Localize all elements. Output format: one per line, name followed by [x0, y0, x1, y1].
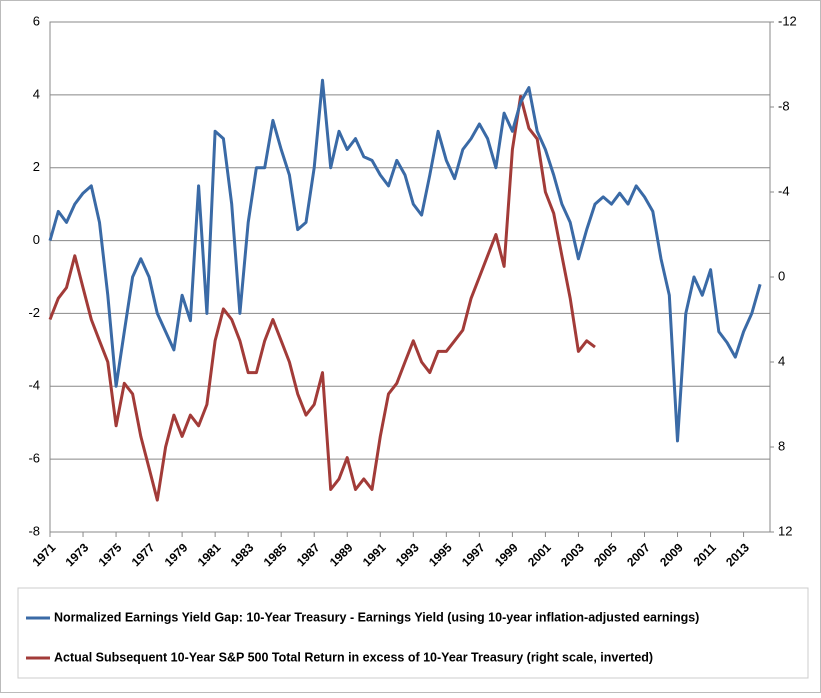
x-tick-label: 1983 — [228, 540, 257, 569]
y-tick-label: -8 — [28, 523, 40, 538]
x-tick-label: 1981 — [195, 540, 224, 569]
x-tick-label: 2005 — [591, 540, 620, 569]
legend-box — [17, 587, 809, 679]
y-tick-label: 4 — [33, 86, 40, 101]
x-tick-label: 1973 — [63, 540, 92, 569]
x-tick-label: 2009 — [657, 540, 686, 569]
x-tick-label: 1999 — [492, 540, 521, 569]
x-tick-label: 1979 — [162, 540, 191, 569]
y-tick-label: 0 — [33, 232, 40, 247]
y-tick-label: 6 — [33, 13, 40, 28]
series-line — [48, 94, 596, 502]
x-tick-label: 1977 — [129, 540, 158, 569]
x-tick-label: 2003 — [558, 540, 587, 569]
x-tick-label: 1997 — [459, 540, 488, 569]
y2-tick-label: 0 — [778, 268, 785, 283]
x-tick-label: 1989 — [327, 540, 356, 569]
y-tick-label: -6 — [28, 451, 40, 466]
y-tick-label: 2 — [33, 159, 40, 174]
x-tick-label: 1985 — [261, 540, 290, 569]
y-tick-label: -4 — [28, 378, 40, 393]
y2-tick-label: 4 — [778, 353, 785, 368]
y2-tick-label: 8 — [778, 438, 785, 453]
y2-tick-label: -8 — [778, 98, 790, 113]
x-tick-label: 1991 — [360, 540, 389, 569]
series-line — [48, 78, 762, 443]
x-tick-label: 2007 — [624, 540, 653, 569]
x-tick-label: 2013 — [723, 540, 752, 569]
y2-tick-label: -4 — [778, 183, 790, 198]
x-tick-label: 2011 — [691, 540, 720, 569]
y2-tick-label: 12 — [778, 523, 792, 538]
x-tick-label: 1971 — [30, 540, 59, 569]
x-tick-label: 2001 — [525, 540, 554, 569]
x-tick-label: 1975 — [96, 540, 125, 569]
legend-label: Actual Subsequent 10-Year S&P 500 Total … — [54, 650, 653, 664]
y2-tick-label: -12 — [778, 13, 797, 28]
y-tick-label: -2 — [28, 305, 40, 320]
x-tick-label: 1995 — [426, 540, 455, 569]
x-tick-label: 1993 — [393, 540, 422, 569]
plot-area — [49, 21, 771, 533]
x-tick-label: 1987 — [294, 540, 323, 569]
legend-label: Normalized Earnings Yield Gap: 10-Year T… — [54, 610, 699, 624]
